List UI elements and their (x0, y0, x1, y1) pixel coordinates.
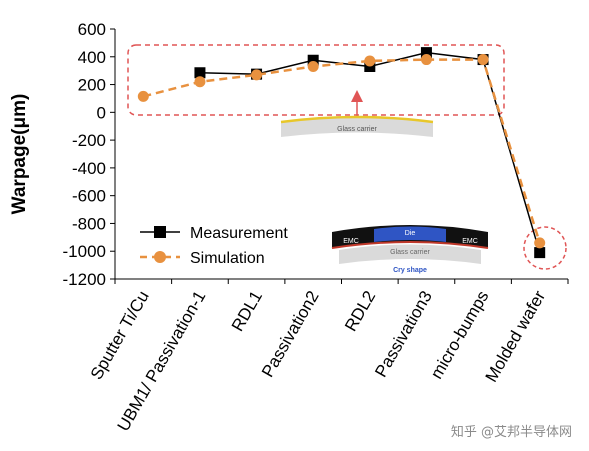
point-simulation (137, 90, 149, 102)
film-layer-shape (280, 115, 434, 124)
die-shape (374, 226, 446, 242)
y-tick-label: -400 (72, 159, 106, 178)
y-axis-title: Warpage(μm) (9, 94, 30, 215)
y-tick-label: -200 (72, 131, 106, 150)
point-simulation (364, 55, 376, 67)
point-simulation (534, 237, 546, 249)
x-tick-label: RDL1 (228, 288, 266, 335)
point-measurement (364, 61, 376, 72)
point-measurement (420, 47, 432, 59)
y-tick-label: 600 (78, 20, 106, 39)
x-tick-label: RDL2 (341, 288, 379, 335)
point-simulation (420, 54, 432, 66)
glass-carrier-shape (281, 117, 433, 137)
legend-label-simulation: Simulation (190, 250, 265, 267)
legend-marker-simulation (154, 251, 166, 263)
x-tick-label: Passivation2 (258, 288, 323, 381)
legend: Measurement Simulation (140, 225, 288, 267)
y-tick-label: -600 (72, 187, 106, 206)
point-simulation (194, 76, 206, 88)
emc-left-label: EMC (343, 238, 359, 245)
die-label: Die (405, 230, 416, 237)
glass-carrier-label-bottom: Glass carrier (390, 249, 430, 256)
y-tick-label: -1000 (63, 242, 106, 261)
inset-glass-carrier: Glass carrier (280, 115, 434, 137)
point-measurement (194, 67, 206, 79)
glass-carrier-label: Glass carrier (337, 126, 377, 133)
x-tick-label: Passivation3 (371, 288, 436, 381)
emc-right-label: EMC (462, 238, 478, 245)
point-measurement (307, 54, 319, 66)
y-tick-label: 0 (97, 103, 106, 122)
watermark: 知乎 @艾邦半导体网 (451, 424, 572, 440)
y-axis: 600 400 200 0 -200 -400 -600 -800 -1000 -1200 (63, 20, 116, 289)
point-simulation (307, 61, 319, 72)
point-measurement (534, 247, 546, 259)
series-line-simulation (142, 58, 541, 244)
series-layer (137, 47, 546, 259)
y-tick-label: -800 (72, 214, 106, 233)
series-line-measurement (199, 51, 541, 253)
y-tick-label: -1200 (63, 270, 106, 289)
y-tick-label: 200 (78, 76, 106, 95)
x-tick-label: Sputter Ti/Cu (87, 288, 153, 383)
point-simulation (251, 69, 263, 81)
highlight-circle (523, 226, 567, 270)
redistribution-layer-shape (331, 241, 489, 249)
cry-shape-caption: Cry shape (393, 267, 427, 274)
x-tick-label: micro-bumps (427, 288, 493, 383)
y-tick-label: 400 (78, 48, 106, 67)
highlight-box (127, 44, 505, 116)
legend-marker-measurement (154, 226, 166, 238)
inset-molded-wafer: Die EMC EMC Glass carrier Cry shape (331, 225, 489, 274)
point-simulation (477, 54, 489, 66)
legend-label-measurement: Measurement (190, 225, 288, 242)
x-tick-label: Molded wafer (482, 287, 550, 385)
glass-carrier-shape-bottom (339, 244, 481, 264)
